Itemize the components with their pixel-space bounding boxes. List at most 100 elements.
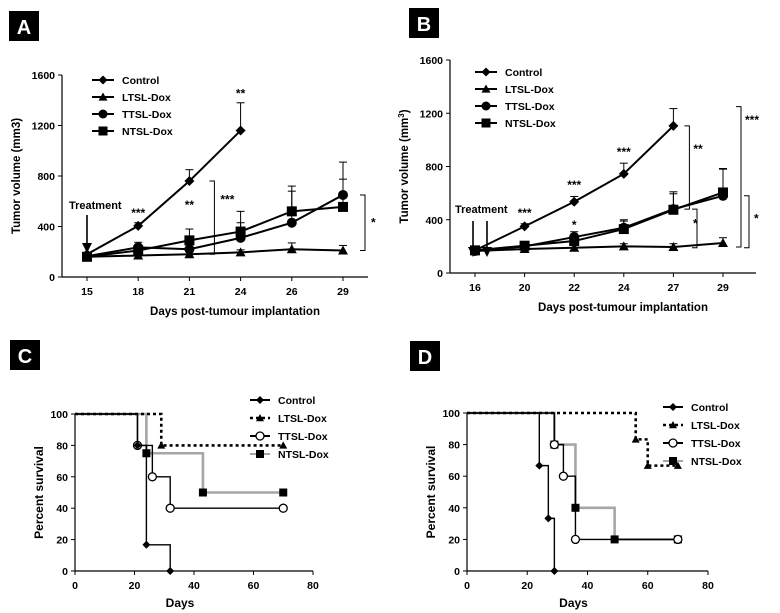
legend-label: LTSL-Dox	[691, 420, 740, 432]
panel-badge-c	[10, 340, 40, 370]
legend-label: NTSL-Dox	[691, 456, 742, 468]
x-tick-label: 29	[337, 286, 349, 298]
x-tick-label: 27	[668, 282, 680, 294]
annotation-treatment: Treatment	[69, 200, 122, 212]
legend-label: NTSL-Dox	[122, 126, 173, 138]
panel-letter-b: B	[417, 14, 431, 36]
y-tick-label: 800	[37, 171, 55, 183]
data-point	[184, 176, 195, 187]
censor-marker	[549, 439, 560, 450]
y-tick-label: 20	[56, 535, 68, 547]
survival-curve	[75, 413, 171, 571]
legend-label: Control	[691, 402, 728, 414]
series-line	[474, 242, 724, 253]
survival-curve	[467, 412, 556, 571]
y-axis-title: Tumor volume (mm3)	[397, 109, 412, 223]
y-tick-label: 40	[448, 503, 460, 515]
y-tick-label: 60	[448, 471, 460, 483]
x-tick-label: 40	[188, 580, 200, 592]
significance-label: ***	[131, 206, 145, 220]
data-point	[668, 120, 679, 131]
data-point	[82, 251, 92, 262]
x-tick-label: 29	[717, 282, 729, 294]
treatment-arrowhead	[482, 247, 492, 257]
data-point	[235, 226, 246, 237]
legend-marker	[98, 75, 108, 85]
x-tick-label: 20	[129, 580, 141, 592]
significance-label: *	[371, 216, 376, 230]
x-tick-label: 0	[464, 580, 470, 592]
data-point	[338, 245, 348, 255]
data-point	[286, 206, 297, 217]
y-tick-label: 800	[425, 162, 443, 174]
legend-marker	[256, 450, 264, 458]
data-point	[519, 221, 530, 232]
legend-marker	[669, 457, 677, 465]
data-point	[569, 236, 580, 247]
censor-marker	[673, 461, 682, 469]
legend-label: NTSL-Dox	[278, 449, 329, 461]
data-point	[618, 224, 629, 235]
panel-badge-b	[409, 8, 439, 38]
censor-marker	[535, 461, 544, 470]
x-tick-label: 18	[132, 286, 144, 298]
y-tick-label: 400	[37, 222, 55, 234]
y-tick-label: 100	[442, 408, 460, 420]
legend-marker	[98, 126, 108, 136]
legend-label: NTSL-Dox	[505, 118, 556, 130]
survival-curve	[467, 412, 678, 541]
legend-marker	[481, 67, 491, 77]
y-tick-label: 80	[448, 440, 460, 452]
y-tick-label: 0	[49, 272, 55, 284]
censor-marker	[157, 441, 166, 449]
data-point	[668, 204, 679, 215]
y-axis-title-sup: 3	[397, 113, 406, 118]
survival-curve	[75, 413, 284, 509]
legend-label: LTSL-Dox	[122, 92, 171, 104]
data-point	[235, 247, 246, 257]
y-tick-label: 400	[425, 215, 443, 227]
data-point	[184, 244, 195, 255]
y-axis-title-end: )	[399, 109, 411, 113]
significance-label: *	[693, 217, 698, 231]
treatment-arrowhead	[82, 243, 92, 253]
x-tick-label: 20	[519, 282, 531, 294]
x-tick-label: 40	[582, 580, 594, 592]
censor-marker	[278, 503, 288, 513]
censor-marker	[166, 567, 175, 575]
y-tick-label: 40	[56, 503, 68, 515]
legend-marker	[256, 414, 264, 422]
panel-badge-a	[9, 11, 39, 41]
y-tick-label: 1200	[32, 121, 56, 133]
x-tick-label: 24	[235, 286, 247, 298]
data-point	[569, 242, 580, 252]
annotation-treatment: Treatment	[455, 204, 508, 216]
y-axis-title: Tumor volume (mm3)	[11, 118, 23, 234]
significance-bracket	[684, 125, 690, 210]
data-point	[718, 238, 728, 248]
censor-marker	[558, 471, 569, 481]
panel-a: 0 400 800 1200 1600 15 18 21 24 26 29 Days post-tum…	[11, 70, 376, 318]
significance-label: ***	[745, 113, 759, 127]
censor-marker	[544, 514, 553, 523]
censor-marker	[165, 503, 175, 513]
x-axis-title: Days post-tumour implantation	[538, 302, 708, 314]
x-axis-title: Days	[559, 596, 588, 610]
x-tick-label: 26	[286, 286, 298, 298]
data-point	[338, 201, 348, 212]
legend-label: TTSL-Dox	[505, 101, 555, 113]
x-tick-label: 21	[184, 286, 196, 298]
y-tick-label: 1600	[420, 55, 444, 67]
censor-marker	[147, 472, 158, 482]
censor-marker	[631, 435, 640, 443]
censor-marker	[570, 534, 581, 545]
y-tick-label: 1200	[420, 108, 444, 120]
y-tick-label: 100	[50, 409, 68, 421]
x-tick-label: 0	[72, 580, 78, 592]
x-axis-title: Days post-tumour implantation	[150, 306, 320, 318]
legend-label: TTSL-Dox	[278, 431, 328, 443]
censor-marker	[550, 567, 559, 575]
legend-marker	[98, 92, 108, 101]
data-point	[718, 187, 728, 198]
data-point	[235, 125, 246, 136]
